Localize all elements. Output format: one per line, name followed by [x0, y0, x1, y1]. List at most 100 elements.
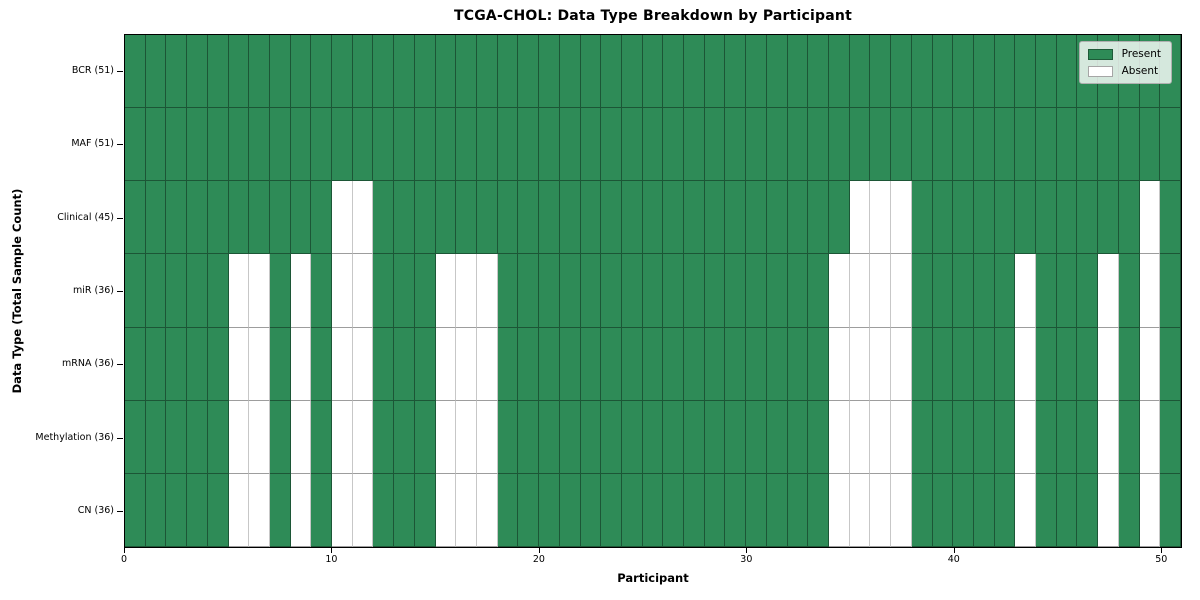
cell-CN-22 [580, 473, 602, 547]
cell-MAF-8 [290, 108, 312, 182]
cell-MAF-36 [870, 108, 892, 182]
cell-CN-21 [559, 473, 581, 547]
cell-CN-16 [456, 473, 477, 547]
cell-miR-15 [435, 254, 457, 328]
cell-Methylation-36 [870, 400, 892, 474]
cell-BCR-38 [911, 35, 933, 109]
cell-Clinical-50 [1160, 181, 1181, 255]
cell-MAF-38 [911, 108, 933, 182]
cell-MAF-26 [663, 108, 685, 182]
cell-CN-14 [414, 473, 436, 547]
chart-title: TCGA-CHOL: Data Type Breakdown by Partic… [454, 8, 852, 24]
cell-mRNA-43 [1015, 327, 1037, 401]
cell-CN-42 [994, 473, 1016, 547]
cell-MAF-28 [704, 108, 726, 182]
cell-CN-49 [1139, 473, 1161, 547]
cell-Clinical-42 [994, 181, 1016, 255]
cell-mRNA-4 [207, 327, 229, 401]
xtick-mark-50 [1161, 548, 1163, 553]
cell-Clinical-19 [518, 181, 540, 255]
cell-Methylation-38 [911, 400, 933, 474]
cell-Clinical-23 [601, 181, 622, 255]
cell-mRNA-3 [187, 327, 208, 401]
cell-miR-42 [994, 254, 1016, 328]
cell-Methylation-12 [373, 400, 395, 474]
cell-Clinical-30 [746, 181, 767, 255]
cell-miR-7 [269, 254, 291, 328]
cell-Methylation-35 [849, 400, 871, 474]
cell-miR-1 [145, 254, 167, 328]
cell-miR-5 [228, 254, 250, 328]
cell-CN-17 [477, 473, 498, 547]
cell-miR-24 [621, 254, 643, 328]
cell-mRNA-48 [1118, 327, 1140, 401]
cell-mRNA-45 [1056, 327, 1078, 401]
cell-Clinical-45 [1056, 181, 1078, 255]
cell-MAF-11 [352, 108, 374, 182]
cell-Clinical-48 [1118, 181, 1140, 255]
cell-CN-9 [311, 473, 333, 547]
cell-Methylation-41 [973, 400, 995, 474]
ytick-mark-Clinical [117, 217, 123, 219]
cell-Clinical-40 [953, 181, 974, 255]
cell-Methylation-19 [518, 400, 540, 474]
cell-Clinical-9 [311, 181, 333, 255]
cell-MAF-23 [601, 108, 622, 182]
cell-mRNA-25 [642, 327, 664, 401]
cell-MAF-21 [559, 108, 581, 182]
cell-BCR-43 [1015, 35, 1037, 109]
row-label-MAF: MAF (51) [71, 138, 114, 150]
cell-mRNA-13 [394, 327, 415, 401]
cell-Methylation-11 [352, 400, 374, 474]
cell-mRNA-34 [829, 327, 850, 401]
cell-Methylation-24 [621, 400, 643, 474]
cell-Methylation-46 [1077, 400, 1099, 474]
cell-mRNA-42 [994, 327, 1016, 401]
cell-MAF-5 [228, 108, 250, 182]
cell-miR-32 [787, 254, 809, 328]
cell-Methylation-31 [766, 400, 788, 474]
cell-miR-8 [290, 254, 312, 328]
cell-BCR-39 [932, 35, 954, 109]
cell-mRNA-21 [559, 327, 581, 401]
cell-CN-34 [829, 473, 850, 547]
cell-BCR-42 [994, 35, 1016, 109]
cell-MAF-30 [746, 108, 767, 182]
legend-label-absent: Absent [1121, 65, 1159, 77]
cell-BCR-18 [497, 35, 519, 109]
cell-Clinical-37 [891, 181, 912, 255]
cell-CN-38 [911, 473, 933, 547]
cell-MAF-35 [849, 108, 871, 182]
xtick-label-10: 10 [325, 554, 338, 565]
cell-BCR-3 [187, 35, 208, 109]
cell-BCR-24 [621, 35, 643, 109]
cell-miR-0 [125, 254, 146, 328]
cell-mRNA-36 [870, 327, 892, 401]
cell-BCR-1 [145, 35, 167, 109]
cell-miR-27 [684, 254, 705, 328]
cell-Clinical-43 [1015, 181, 1037, 255]
cell-CN-26 [663, 473, 685, 547]
cell-CN-45 [1056, 473, 1078, 547]
cell-Clinical-46 [1077, 181, 1099, 255]
cell-CN-19 [518, 473, 540, 547]
cell-BCR-12 [373, 35, 395, 109]
cell-MAF-12 [373, 108, 395, 182]
cell-CN-37 [891, 473, 912, 547]
cell-MAF-15 [435, 108, 457, 182]
cell-CN-12 [373, 473, 395, 547]
cell-MAF-48 [1118, 108, 1140, 182]
cell-Clinical-36 [870, 181, 892, 255]
cell-Methylation-14 [414, 400, 436, 474]
cell-MAF-50 [1160, 108, 1181, 182]
cell-Clinical-39 [932, 181, 954, 255]
cell-CN-24 [621, 473, 643, 547]
cell-CN-0 [125, 473, 146, 547]
cell-MAF-29 [725, 108, 747, 182]
cell-BCR-40 [953, 35, 974, 109]
row-label-Methylation: Methylation (36) [35, 431, 114, 443]
cell-Methylation-45 [1056, 400, 1078, 474]
cell-Methylation-3 [187, 400, 208, 474]
cell-mRNA-15 [435, 327, 457, 401]
legend-swatch-present [1087, 48, 1113, 60]
